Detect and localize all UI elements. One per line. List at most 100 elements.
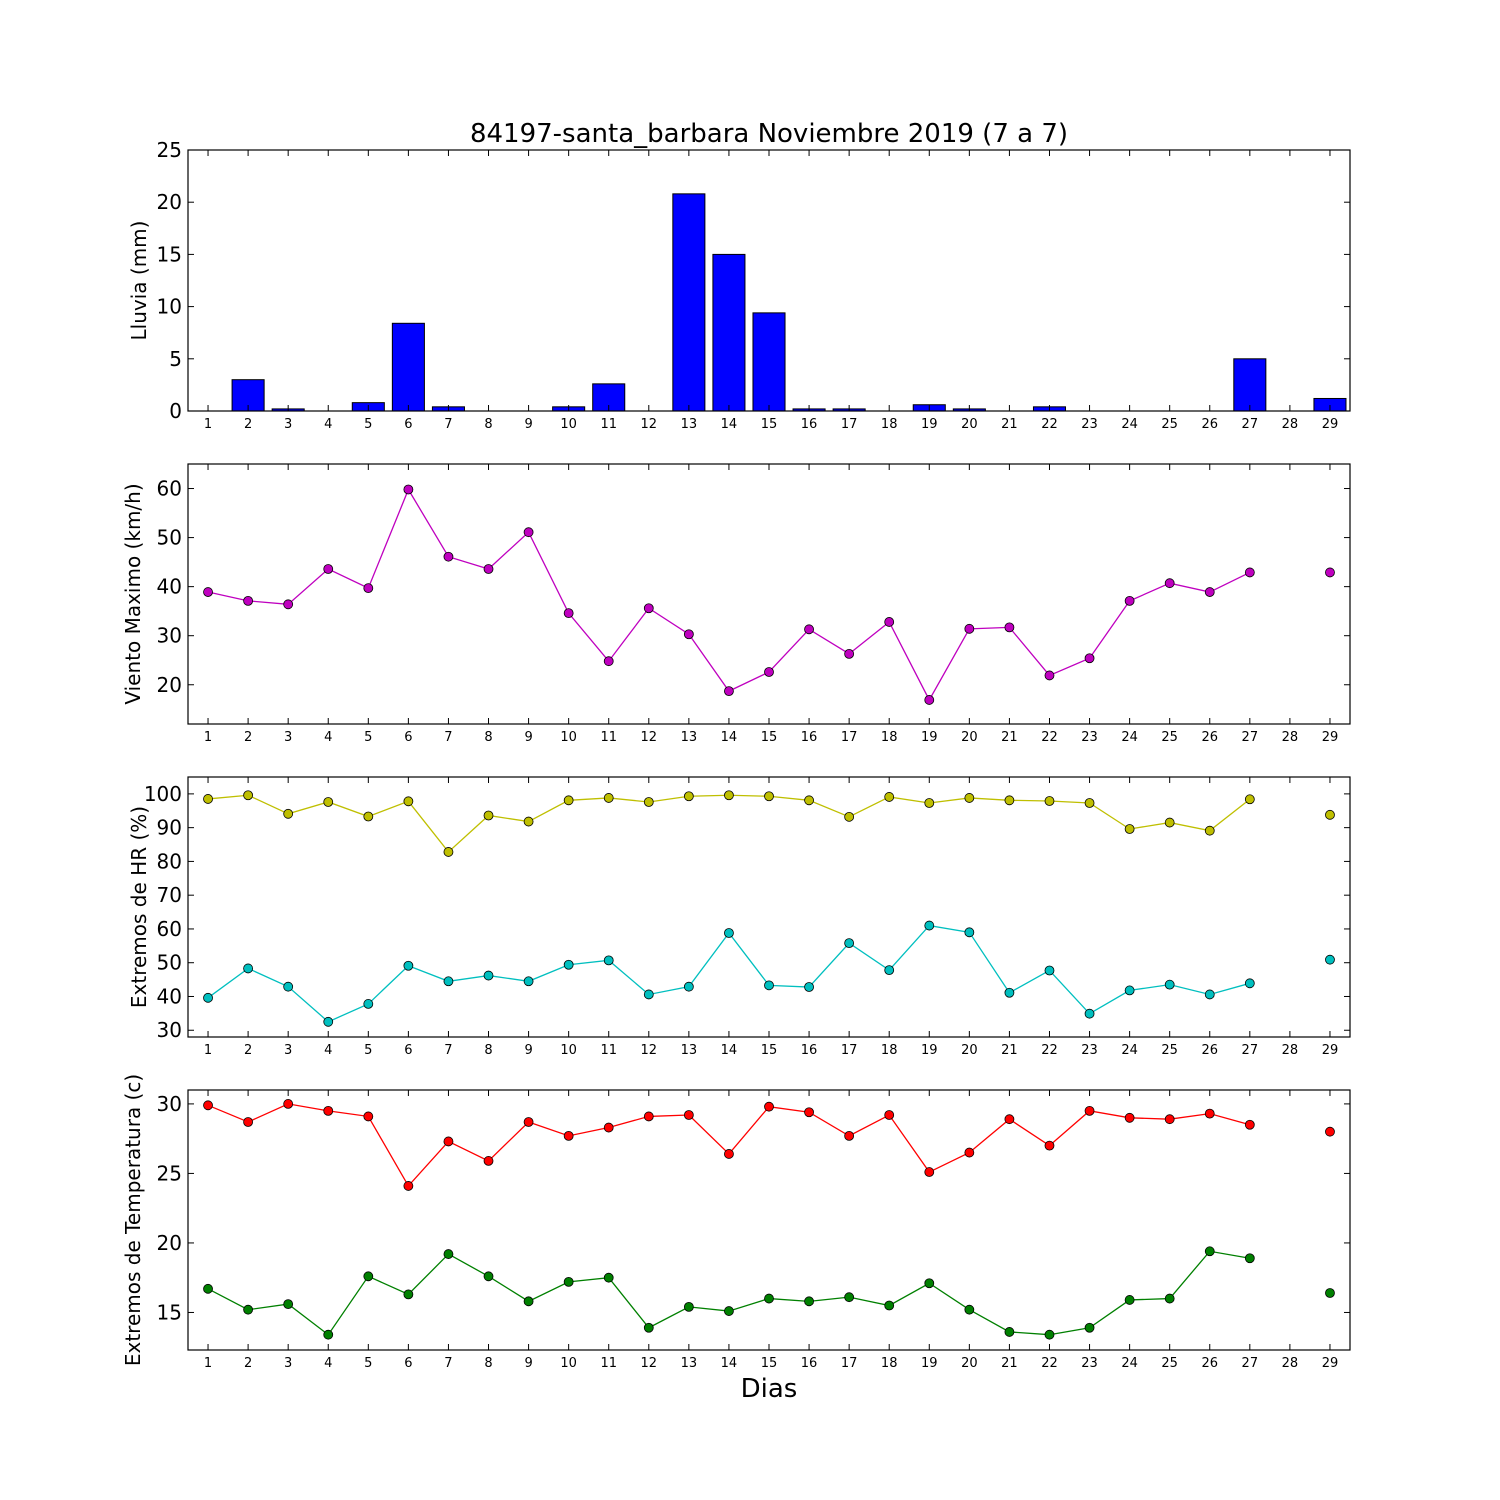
data-point bbox=[1244, 1119, 1255, 1130]
data-point bbox=[243, 1117, 254, 1127]
x-tick-label: 5 bbox=[364, 1356, 372, 1371]
data-point bbox=[403, 1181, 414, 1191]
data-point bbox=[563, 959, 574, 970]
x-tick-label: 26 bbox=[1201, 1356, 1218, 1371]
data-point bbox=[764, 980, 774, 991]
data-point bbox=[1124, 985, 1135, 996]
data-point bbox=[203, 587, 213, 597]
x-tick-label: 3 bbox=[284, 1356, 292, 1371]
data-point bbox=[724, 1149, 734, 1159]
x-tick-label: 13 bbox=[681, 1356, 698, 1371]
data-point bbox=[1044, 1329, 1055, 1340]
x-tick-label: 19 bbox=[921, 1356, 938, 1371]
y-tick-label: 15 bbox=[157, 242, 182, 266]
x-tick-label: 21 bbox=[1001, 730, 1018, 745]
x-tick-label: 2 bbox=[244, 417, 252, 432]
axes-frame bbox=[187, 463, 1351, 725]
x-tick-label: 6 bbox=[404, 417, 412, 432]
data-point bbox=[1004, 1114, 1015, 1125]
data-point bbox=[323, 1016, 334, 1027]
data-point bbox=[804, 795, 814, 806]
data-point bbox=[443, 1249, 454, 1259]
data-point bbox=[643, 989, 654, 1000]
data-point bbox=[724, 928, 734, 938]
data-point bbox=[443, 847, 454, 857]
x-tick-label: 26 bbox=[1201, 730, 1218, 745]
y-tick-label: 30 bbox=[157, 1092, 182, 1116]
x-tick-label: 29 bbox=[1322, 1356, 1339, 1371]
data-point bbox=[323, 797, 334, 807]
data-point bbox=[283, 1299, 294, 1310]
x-tick-label: 12 bbox=[641, 1356, 658, 1371]
x-tick-label: 17 bbox=[841, 1356, 858, 1371]
chart-title: 84197-santa_barbara Noviembre 2019 (7 a … bbox=[470, 119, 1068, 149]
data-point bbox=[683, 981, 694, 992]
x-tick-label: 25 bbox=[1161, 417, 1178, 432]
y-axis-label: Extremos de Temperatura (c) bbox=[121, 1074, 145, 1366]
data-point bbox=[643, 603, 654, 614]
x-tick-label: 2 bbox=[244, 730, 252, 745]
x-tick-label: 28 bbox=[1282, 1356, 1299, 1371]
data-point bbox=[363, 1271, 374, 1282]
data-point bbox=[804, 1296, 814, 1307]
y-tick-label: 40 bbox=[157, 575, 182, 599]
x-tick-label: 20 bbox=[961, 1356, 978, 1371]
x-tick-label: 11 bbox=[600, 417, 617, 432]
x-tick-label: 21 bbox=[1001, 1356, 1018, 1371]
data-point bbox=[363, 583, 374, 594]
data-point bbox=[884, 1110, 895, 1120]
y-axis-label: Extremos de HR (%) bbox=[127, 806, 151, 1008]
data-point bbox=[1325, 954, 1335, 965]
data-point bbox=[603, 955, 614, 966]
x-tick-label: 13 bbox=[681, 417, 698, 432]
x-tick-label: 24 bbox=[1121, 1356, 1138, 1371]
y-tick-label: 20 bbox=[157, 1231, 182, 1255]
data-point bbox=[964, 1147, 975, 1158]
x-tick-label: 8 bbox=[484, 417, 492, 432]
data-point bbox=[844, 648, 855, 659]
x-tick-label: 1 bbox=[204, 417, 212, 432]
data-point bbox=[844, 1130, 855, 1141]
x-tick-label: 28 bbox=[1282, 1043, 1299, 1058]
data-point bbox=[1124, 595, 1135, 606]
data-point bbox=[363, 999, 374, 1009]
data-point bbox=[523, 1117, 534, 1127]
data-point bbox=[643, 1322, 654, 1333]
x-tick-label: 17 bbox=[841, 417, 858, 432]
data-point bbox=[643, 1111, 654, 1122]
bar bbox=[672, 193, 706, 412]
data-point bbox=[1084, 1322, 1095, 1333]
x-tick-label: 18 bbox=[881, 1043, 898, 1058]
data-point bbox=[203, 1100, 213, 1111]
x-tick-label: 25 bbox=[1161, 730, 1178, 745]
y-tick-label: 5 bbox=[169, 347, 182, 371]
y-tick-label: 70 bbox=[157, 883, 182, 907]
x-tick-label: 6 bbox=[404, 1356, 412, 1371]
data-point bbox=[1044, 1140, 1055, 1151]
x-tick-label: 19 bbox=[921, 1043, 938, 1058]
data-point bbox=[603, 793, 614, 803]
x-tick-label: 16 bbox=[801, 1356, 818, 1371]
x-tick-label: 18 bbox=[881, 417, 898, 432]
data-point bbox=[1204, 1246, 1215, 1257]
x-tick-label: 22 bbox=[1041, 417, 1058, 432]
x-tick-label: 27 bbox=[1242, 417, 1259, 432]
data-point bbox=[523, 816, 534, 827]
data-point bbox=[964, 1304, 975, 1315]
x-tick-label: 27 bbox=[1242, 1356, 1259, 1371]
x-tick-label: 13 bbox=[681, 1043, 698, 1058]
data-point bbox=[283, 599, 294, 610]
data-point bbox=[603, 656, 614, 667]
data-point bbox=[1204, 587, 1215, 597]
data-point bbox=[603, 1122, 614, 1133]
data-point bbox=[1164, 979, 1175, 990]
x-tick-label: 12 bbox=[641, 1043, 658, 1058]
x-tick-label: 3 bbox=[284, 417, 292, 432]
data-point bbox=[1124, 1295, 1135, 1305]
data-point bbox=[804, 624, 814, 635]
x-tick-label: 1 bbox=[204, 730, 212, 745]
data-point bbox=[443, 551, 454, 562]
data-point bbox=[563, 608, 574, 619]
data-point bbox=[483, 970, 494, 981]
data-point bbox=[283, 981, 294, 992]
